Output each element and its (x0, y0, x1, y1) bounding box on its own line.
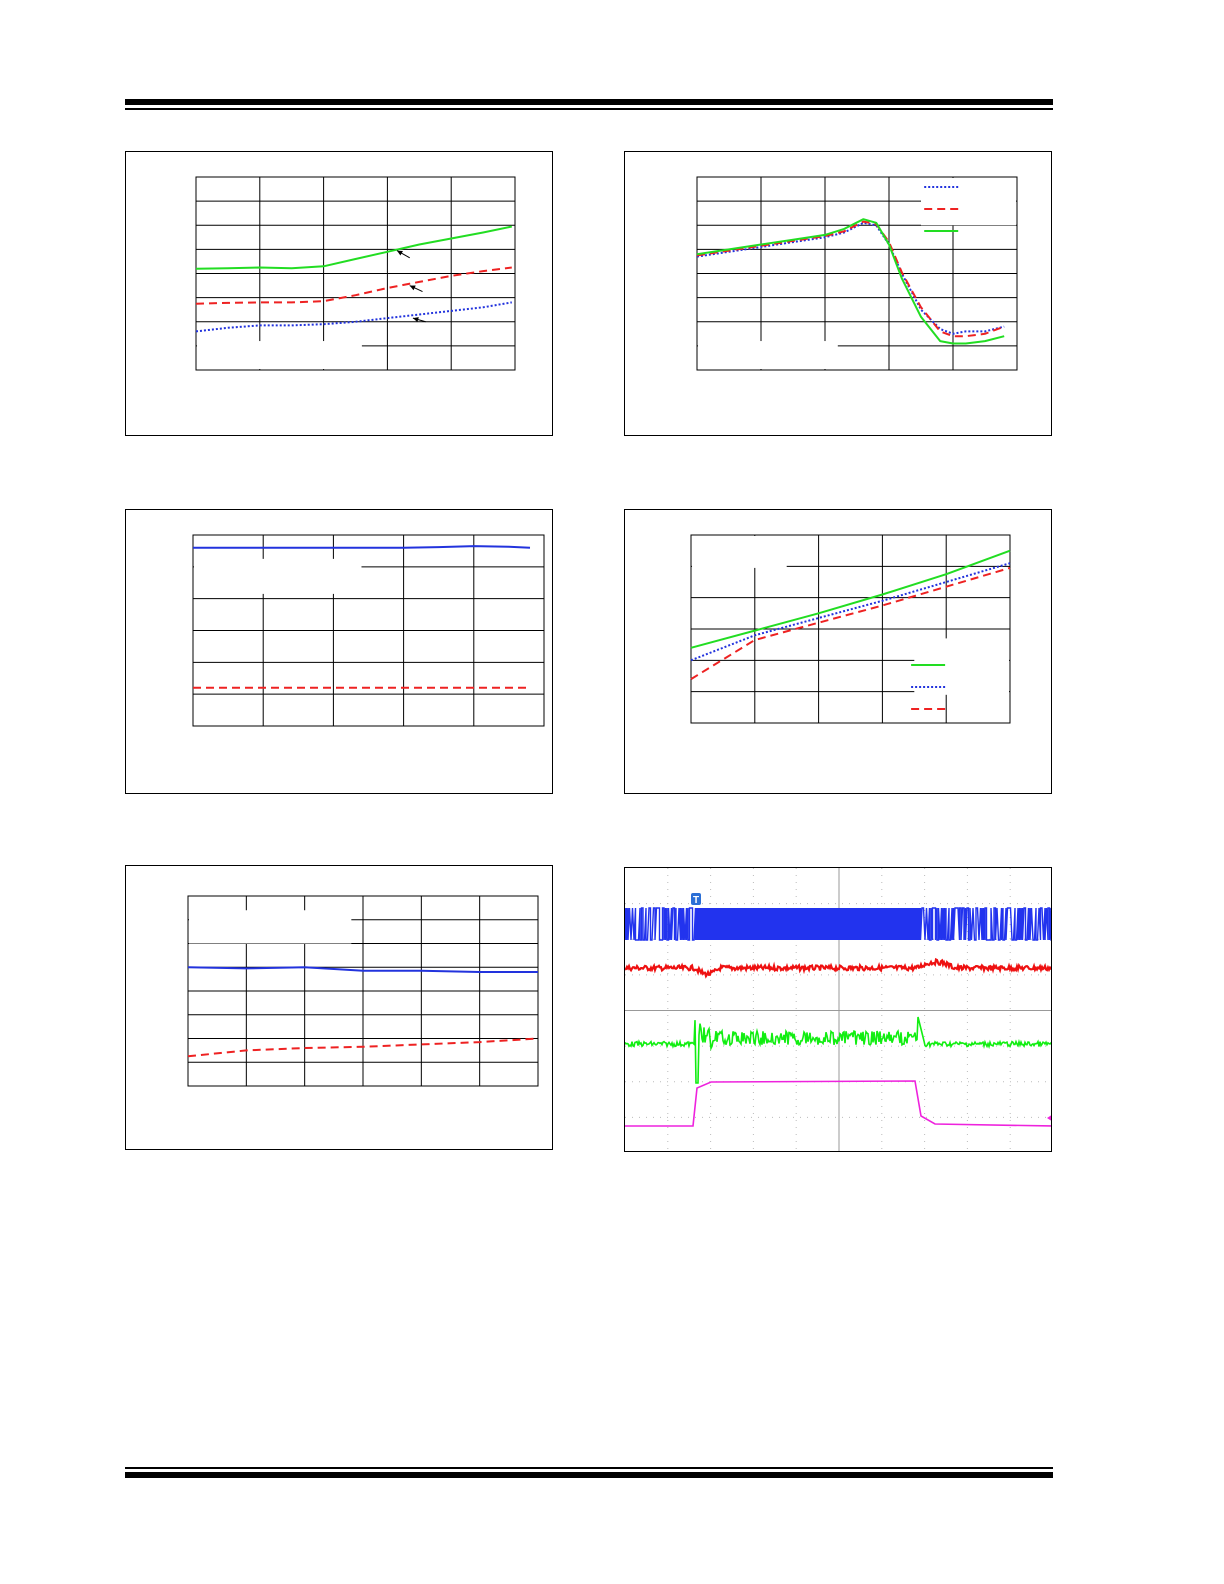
scope-trace-3 (625, 1016, 1051, 1084)
blank-region (914, 638, 1009, 695)
chart-a-panel (125, 151, 553, 436)
annotation-arrowhead-2 (409, 285, 416, 291)
blank-region (197, 341, 362, 369)
annotation-arrowhead-1 (396, 250, 403, 256)
series-line-1 (195, 225, 513, 270)
chart-d (690, 534, 1011, 724)
series-line-2 (187, 1037, 539, 1058)
chart-c (192, 534, 545, 727)
series-line-1 (690, 549, 1011, 649)
plot-frame (696, 176, 1018, 371)
series-line-2 (690, 562, 1011, 662)
chart-b (696, 176, 1018, 371)
series-line-2 (195, 266, 512, 305)
footer-rule-thin (125, 1467, 1053, 1469)
series-line-1 (696, 221, 1005, 335)
footer-rule-thick (125, 1472, 1053, 1478)
series-line-3 (690, 566, 1011, 680)
scope-trace-4-marker (1047, 1115, 1051, 1121)
series-line-1 (187, 966, 538, 973)
series-line-3 (195, 301, 512, 333)
chart-b-panel (624, 151, 1052, 436)
annotation-arrowhead-3 (412, 317, 419, 323)
series-line-2 (696, 220, 1005, 338)
trigger-marker-label: T (693, 895, 699, 906)
chart-a (195, 176, 516, 371)
blank-region (194, 558, 362, 594)
scope-trace-2 (625, 957, 1051, 979)
series-line-3 (696, 218, 1005, 345)
trigger-marker-icon (691, 893, 701, 905)
oscilloscope-capture: T (624, 867, 1052, 1152)
chart-e-panel (125, 865, 553, 1150)
chart-c-panel (125, 509, 553, 794)
series-line-1 (193, 545, 531, 549)
blank-region (189, 910, 352, 944)
header-rule-thin (125, 108, 1053, 110)
scope-trace-4 (625, 1080, 1051, 1127)
plot-frame (192, 534, 545, 727)
scope-trace-1-band (696, 908, 921, 940)
chart-e (187, 895, 539, 1087)
plot-frame (690, 534, 1011, 724)
blank-region (692, 536, 787, 568)
blank-region (921, 178, 1016, 226)
plot-frame (187, 895, 539, 1087)
plot-frame (195, 176, 516, 371)
scope-display: T (625, 868, 1051, 1151)
blank-region (698, 341, 838, 369)
chart-d-panel (624, 509, 1052, 794)
header-rule-thick (125, 99, 1053, 105)
